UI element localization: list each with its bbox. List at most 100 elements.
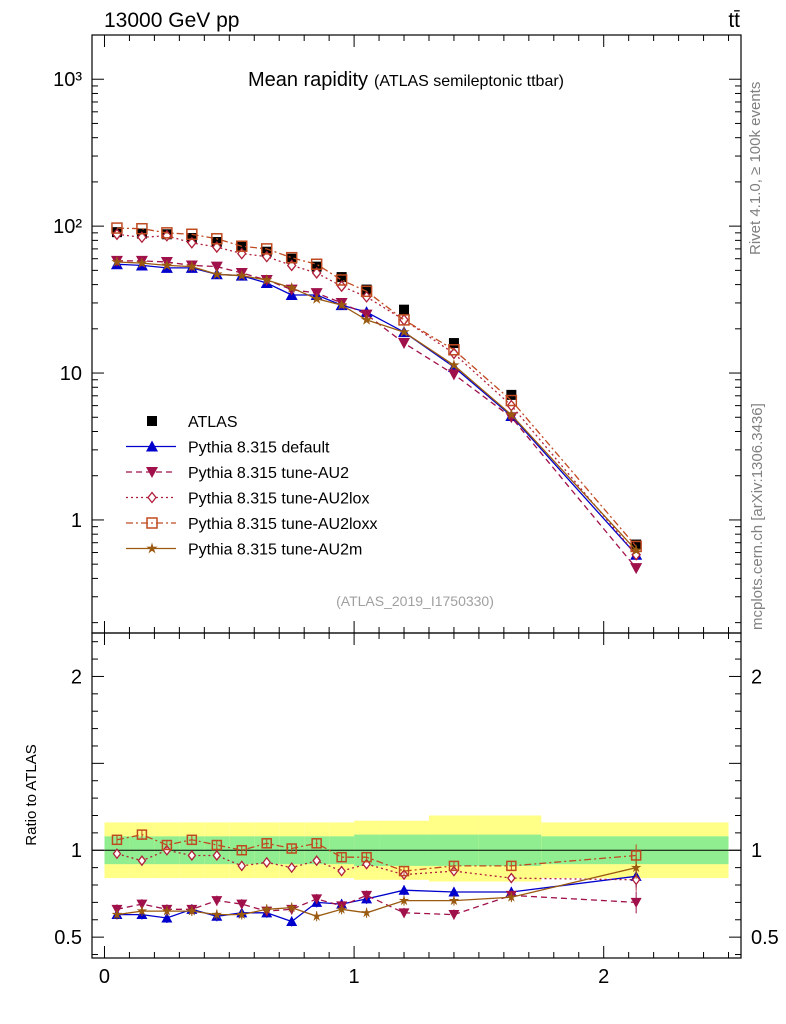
ratio-point-AU2loxx <box>261 838 272 849</box>
ratio-line-default <box>117 875 637 923</box>
data-point-AU2m <box>505 408 518 420</box>
ratio-ytick-label-right: 2 <box>751 666 762 688</box>
analysis-tag: (ATLAS_2019_I1750330) <box>336 593 494 609</box>
legend-marker-ATLAS <box>147 416 157 426</box>
plot-title: Mean rapidity <box>248 69 368 91</box>
ratio-point-AU2m <box>186 905 198 916</box>
data-point-AU2m <box>136 257 148 268</box>
legend-marker-AU2m <box>146 542 158 554</box>
plot-subtitle: (ATLAS semileptonic ttbar) <box>374 73 564 90</box>
data-point-AU2m <box>286 281 298 293</box>
ratio-point-AU2m <box>448 895 460 906</box>
source-label: mcplots.cern.ch [arXiv:1306.3436] <box>749 403 766 630</box>
data-point-AU2 <box>505 412 518 424</box>
ratio-point-AU2loxx <box>448 860 460 872</box>
data-point-AU2loxx <box>236 240 248 252</box>
process-label: tt̄ <box>728 9 740 32</box>
legend-marker-default <box>146 440 158 452</box>
data-point-AU2lox <box>137 231 147 244</box>
data-point-AU2loxx <box>260 243 273 255</box>
ratio-point-AU2m <box>336 903 347 914</box>
data-point-AU2loxx <box>111 222 123 234</box>
ratio-point-AU2loxx <box>211 839 223 851</box>
beam-label: 13000 GeV pp <box>104 9 239 32</box>
legend-label-default: Pythia 8.315 default <box>188 440 330 457</box>
data-point-AU2lox <box>449 347 459 360</box>
data-point-AU2loxx <box>448 344 460 356</box>
ratio-point-AU2loxx <box>186 834 198 846</box>
ratio-point-AU2lox <box>337 865 346 877</box>
legend-label-AU2m: Pythia 8.315 tune-AU2m <box>188 542 362 559</box>
data-point-AU2loxx <box>186 228 198 241</box>
data-point-AU2 <box>447 369 460 381</box>
ratio-point-AU2loxx <box>361 851 372 863</box>
data-point-AU2loxx <box>310 258 323 271</box>
ratio-point-AU2m <box>361 907 372 918</box>
data-point-AU2loxx <box>285 251 298 264</box>
ratio-point-AU2m <box>311 910 322 921</box>
data-point-AU2m <box>310 292 323 304</box>
ratio-panel: 0 1 2 0.5 0.5 1 1 2 2 <box>54 632 779 988</box>
ratio-xtick-label: 0 <box>99 966 110 988</box>
legend: ATLAS Pythia 8.315 default Pythia 8.315 tu… <box>126 414 377 559</box>
ratio-point-AU2 <box>361 890 373 901</box>
data-point-ATLAS <box>361 284 372 295</box>
ratio-point-AU2lox <box>237 860 247 872</box>
ratio-point-AU2 <box>236 899 248 910</box>
series-line-AU2 <box>117 260 637 569</box>
ratio-point-AU2m <box>261 903 272 914</box>
ratio-point-AU2m <box>286 902 297 912</box>
ratio-ytick-label: 2 <box>71 666 82 688</box>
series-line-AU2loxx <box>116 227 637 547</box>
data-point-AU2m <box>161 259 173 271</box>
main-ytick-label: 1 <box>71 510 82 532</box>
data-point-ATLAS <box>311 261 322 272</box>
data-point-AU2lox <box>211 241 222 254</box>
data-point-AU2m <box>335 299 348 310</box>
data-point-ATLAS <box>286 253 297 264</box>
data-point-AU2loxx <box>161 227 173 239</box>
ratio-point-default <box>286 916 298 927</box>
data-point-AU2m <box>111 256 123 267</box>
ratio-xtick-label: 1 <box>349 966 360 988</box>
ratio-point-AU2loxx <box>161 839 173 851</box>
legend-marker-AU2lox <box>147 491 157 504</box>
data-point-AU2loxx <box>398 314 410 326</box>
data-point-ATLAS <box>448 338 459 349</box>
ratio-point-AU2m <box>630 862 642 873</box>
ratio-point-AU2 <box>136 899 148 910</box>
main-panel: 1 10 10² 10³ <box>53 34 742 634</box>
ratio-point-AU2m <box>161 905 173 916</box>
ratio-point-AU2lox <box>631 874 641 886</box>
data-point-AU2loxx <box>211 233 223 245</box>
legend-label-AU2: Pythia 8.315 tune-AU2 <box>188 465 349 482</box>
data-point-AU2m <box>448 359 460 371</box>
legend-label-ATLAS: ATLAS <box>188 414 238 431</box>
data-point-AU2loxx <box>505 394 518 407</box>
ratio-point-AU2loxx <box>286 843 297 854</box>
data-point-AU2loxx <box>335 274 348 286</box>
ratio-point-AU2 <box>398 908 410 919</box>
data-point-AU2lox <box>336 280 347 293</box>
data-point-ATLAS <box>336 272 347 283</box>
ratio-ytick-label: 0.5 <box>54 927 82 949</box>
ratio-point-default <box>448 886 460 897</box>
data-point-AU2 <box>398 338 411 350</box>
ratio-point-AU2loxx <box>398 865 410 877</box>
ratio-point-AU2lox <box>112 848 122 860</box>
legend-marker-AU2 <box>146 467 158 478</box>
ratio-point-AU2lox <box>287 862 297 874</box>
ratio-point-AU2loxx <box>506 860 517 872</box>
data-point-AU2loxx <box>360 285 373 298</box>
legend-marker-AU2loxx <box>146 517 158 529</box>
data-point-AU2 <box>630 563 643 575</box>
main-ytick-label: 10 <box>60 363 82 385</box>
series-line-default <box>116 263 637 556</box>
ratio-point-AU2 <box>311 894 323 905</box>
data-point-AU2m <box>360 313 373 325</box>
ratio-point-AU2loxx <box>311 838 322 849</box>
data-point-AU2m <box>630 544 642 556</box>
data-point-AU2 <box>210 261 223 273</box>
ratio-point-AU2lox <box>312 855 321 867</box>
